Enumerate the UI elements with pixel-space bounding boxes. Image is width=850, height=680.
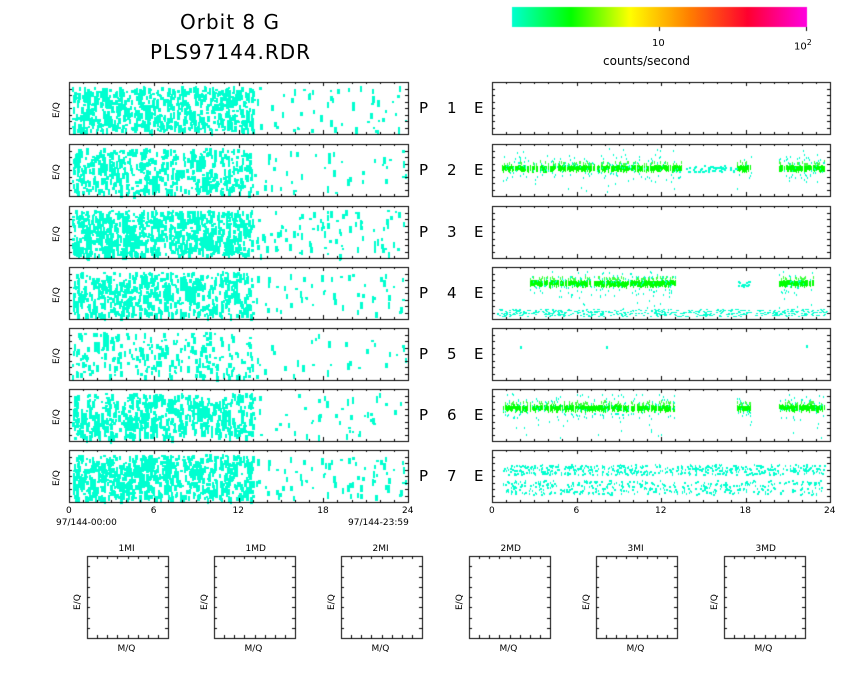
panel-label-p: P bbox=[419, 99, 430, 117]
panel-label-e: E bbox=[474, 161, 485, 179]
mq-plot-ylabel: E/Q bbox=[455, 594, 465, 610]
x-tick-label-right: 18 bbox=[739, 506, 751, 516]
panel-label-p: P bbox=[419, 223, 430, 241]
ylabel-eq: E/Q bbox=[52, 287, 62, 303]
panel-label-e: E bbox=[474, 223, 485, 241]
mq-plot-title: 2MD bbox=[500, 544, 521, 554]
mq-plot-title: 3MI bbox=[627, 544, 644, 554]
ylabel-eq: E/Q bbox=[52, 348, 62, 364]
x-tick-label-left: 12 bbox=[232, 506, 244, 516]
panel-label-number: 3 bbox=[447, 223, 458, 241]
mq-plot-xlabel: M/Q bbox=[117, 644, 136, 654]
ylabel-eq: E/Q bbox=[52, 409, 62, 425]
ylabel-eq: E/Q bbox=[52, 164, 62, 180]
panel-label-e: E bbox=[474, 284, 485, 302]
panel-label-p: P bbox=[419, 406, 430, 424]
title-file: PLS97144.RDR bbox=[150, 40, 312, 64]
panel-label-number: 2 bbox=[447, 161, 458, 179]
x-tick-label-right: 24 bbox=[824, 506, 836, 516]
title-orbit: Orbit 8 G bbox=[180, 10, 280, 34]
mq-plot-xlabel: M/Q bbox=[371, 644, 390, 654]
x-tick-label-right: 12 bbox=[655, 506, 667, 516]
mq-plot-title: 2MI bbox=[372, 544, 389, 554]
panel-label-p: P bbox=[419, 161, 430, 179]
mq-plot-ylabel: E/Q bbox=[200, 594, 210, 610]
mq-plot-title: 1MI bbox=[118, 544, 135, 554]
mq-plot-title: 1MD bbox=[245, 544, 266, 554]
x-tick-label-left: 18 bbox=[317, 506, 329, 516]
ylabel-eq: E/Q bbox=[52, 470, 62, 486]
panel-label-number: 5 bbox=[447, 345, 458, 363]
colorbar-tick-100: 102 bbox=[794, 38, 812, 53]
start-timestamp: 97/144-00:00 bbox=[56, 518, 117, 528]
panel-label-p: P bbox=[419, 467, 430, 485]
mq-plot-ylabel: E/Q bbox=[582, 594, 592, 610]
mq-plot-xlabel: M/Q bbox=[626, 644, 645, 654]
panel-label-e: E bbox=[474, 345, 485, 363]
mq-plot-title: 3MD bbox=[755, 544, 776, 554]
panel-label-number: 6 bbox=[447, 406, 458, 424]
ylabel-eq: E/Q bbox=[52, 226, 62, 242]
x-tick-label-left: 6 bbox=[150, 506, 157, 516]
panel-label-p: P bbox=[419, 284, 430, 302]
panel-label-number: 1 bbox=[447, 99, 458, 117]
end-timestamp: 97/144-23:59 bbox=[348, 518, 409, 528]
panel-label-e: E bbox=[474, 467, 485, 485]
mq-plot-xlabel: M/Q bbox=[499, 644, 518, 654]
x-tick-label-right: 0 bbox=[489, 506, 495, 516]
x-tick-label-left: 24 bbox=[402, 506, 414, 516]
colorbar-label: counts/second bbox=[603, 54, 690, 68]
mq-plot-xlabel: M/Q bbox=[244, 644, 263, 654]
panel-label-e: E bbox=[474, 406, 485, 424]
mq-plot-ylabel: E/Q bbox=[327, 594, 337, 610]
mq-plot-xlabel: M/Q bbox=[754, 644, 773, 654]
x-tick-label-left: 0 bbox=[66, 506, 72, 516]
x-tick-label-right: 6 bbox=[573, 506, 580, 516]
colorbar-tick-10: 10 bbox=[652, 38, 665, 49]
panel-label-number: 7 bbox=[447, 467, 458, 485]
panel-label-number: 4 bbox=[447, 284, 458, 302]
panel-label-p: P bbox=[419, 345, 430, 363]
mq-plot-ylabel: E/Q bbox=[73, 594, 83, 610]
ylabel-eq: E/Q bbox=[52, 102, 62, 118]
mq-plot-ylabel: E/Q bbox=[710, 594, 720, 610]
panel-label-e: E bbox=[474, 99, 485, 117]
